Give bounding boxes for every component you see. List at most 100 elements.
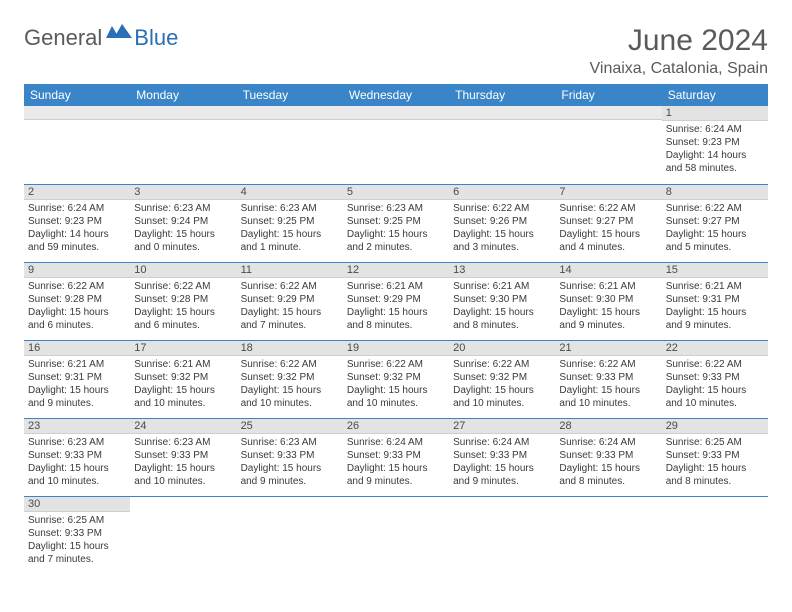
day-number: 24	[130, 419, 236, 434]
daylight-text: Daylight: 15 hours and 5 minutes.	[666, 228, 764, 254]
daylight-text: Daylight: 15 hours and 6 minutes.	[134, 306, 232, 332]
day-details: Sunrise: 6:24 AMSunset: 9:33 PMDaylight:…	[343, 434, 449, 490]
day-number: 22	[662, 341, 768, 356]
calendar-cell	[343, 496, 449, 574]
day-number: 16	[24, 341, 130, 356]
calendar-cell: 26Sunrise: 6:24 AMSunset: 9:33 PMDayligh…	[343, 418, 449, 496]
day-number: 29	[662, 419, 768, 434]
daylight-text: Daylight: 15 hours and 9 minutes.	[666, 306, 764, 332]
day-details: Sunrise: 6:24 AMSunset: 9:23 PMDaylight:…	[24, 200, 130, 256]
day-details: Sunrise: 6:22 AMSunset: 9:32 PMDaylight:…	[237, 356, 343, 412]
sunset-text: Sunset: 9:33 PM	[666, 371, 764, 384]
day-details: Sunrise: 6:22 AMSunset: 9:33 PMDaylight:…	[555, 356, 661, 412]
sunset-text: Sunset: 9:32 PM	[241, 371, 339, 384]
calendar-cell: 7Sunrise: 6:22 AMSunset: 9:27 PMDaylight…	[555, 184, 661, 262]
sunrise-text: Sunrise: 6:24 AM	[666, 123, 764, 136]
calendar-cell: 1Sunrise: 6:24 AMSunset: 9:23 PMDaylight…	[662, 106, 768, 184]
empty-day	[237, 106, 343, 120]
day-number: 15	[662, 263, 768, 278]
calendar-cell	[555, 106, 661, 184]
sunrise-text: Sunrise: 6:22 AM	[453, 202, 551, 215]
day-details: Sunrise: 6:21 AMSunset: 9:31 PMDaylight:…	[24, 356, 130, 412]
day-details: Sunrise: 6:22 AMSunset: 9:26 PMDaylight:…	[449, 200, 555, 256]
day-details: Sunrise: 6:21 AMSunset: 9:29 PMDaylight:…	[343, 278, 449, 334]
sunrise-text: Sunrise: 6:23 AM	[241, 202, 339, 215]
day-details: Sunrise: 6:22 AMSunset: 9:29 PMDaylight:…	[237, 278, 343, 334]
empty-day	[24, 106, 130, 120]
calendar-cell: 2Sunrise: 6:24 AMSunset: 9:23 PMDaylight…	[24, 184, 130, 262]
weekday-header: Monday	[130, 84, 236, 106]
sunset-text: Sunset: 9:23 PM	[666, 136, 764, 149]
day-number: 6	[449, 185, 555, 200]
daylight-text: Daylight: 15 hours and 8 minutes.	[347, 306, 445, 332]
daylight-text: Daylight: 15 hours and 9 minutes.	[241, 462, 339, 488]
sunrise-text: Sunrise: 6:21 AM	[28, 358, 126, 371]
sunrise-text: Sunrise: 6:23 AM	[28, 436, 126, 449]
empty-day	[449, 106, 555, 120]
sunset-text: Sunset: 9:32 PM	[347, 371, 445, 384]
logo: General Blue	[24, 24, 178, 51]
day-details: Sunrise: 6:22 AMSunset: 9:28 PMDaylight:…	[24, 278, 130, 334]
sunset-text: Sunset: 9:29 PM	[241, 293, 339, 306]
sunrise-text: Sunrise: 6:22 AM	[347, 358, 445, 371]
day-details: Sunrise: 6:21 AMSunset: 9:30 PMDaylight:…	[555, 278, 661, 334]
daylight-text: Daylight: 15 hours and 10 minutes.	[134, 462, 232, 488]
day-details: Sunrise: 6:22 AMSunset: 9:27 PMDaylight:…	[662, 200, 768, 256]
weekday-header: Saturday	[662, 84, 768, 106]
sunrise-text: Sunrise: 6:22 AM	[666, 202, 764, 215]
sunset-text: Sunset: 9:30 PM	[559, 293, 657, 306]
sunset-text: Sunset: 9:33 PM	[134, 449, 232, 462]
daylight-text: Daylight: 15 hours and 8 minutes.	[559, 462, 657, 488]
calendar-cell: 19Sunrise: 6:22 AMSunset: 9:32 PMDayligh…	[343, 340, 449, 418]
day-details: Sunrise: 6:22 AMSunset: 9:27 PMDaylight:…	[555, 200, 661, 256]
sunrise-text: Sunrise: 6:24 AM	[559, 436, 657, 449]
sunrise-text: Sunrise: 6:22 AM	[134, 280, 232, 293]
sunset-text: Sunset: 9:33 PM	[453, 449, 551, 462]
calendar-cell: 18Sunrise: 6:22 AMSunset: 9:32 PMDayligh…	[237, 340, 343, 418]
sunrise-text: Sunrise: 6:22 AM	[453, 358, 551, 371]
daylight-text: Daylight: 15 hours and 9 minutes.	[453, 462, 551, 488]
sunset-text: Sunset: 9:31 PM	[666, 293, 764, 306]
calendar-cell	[555, 496, 661, 574]
sunset-text: Sunset: 9:26 PM	[453, 215, 551, 228]
daylight-text: Daylight: 15 hours and 8 minutes.	[453, 306, 551, 332]
daylight-text: Daylight: 15 hours and 10 minutes.	[559, 384, 657, 410]
sunrise-text: Sunrise: 6:21 AM	[347, 280, 445, 293]
sunrise-text: Sunrise: 6:22 AM	[666, 358, 764, 371]
sunrise-text: Sunrise: 6:23 AM	[134, 202, 232, 215]
daylight-text: Daylight: 15 hours and 8 minutes.	[666, 462, 764, 488]
calendar-cell: 3Sunrise: 6:23 AMSunset: 9:24 PMDaylight…	[130, 184, 236, 262]
sunrise-text: Sunrise: 6:21 AM	[559, 280, 657, 293]
day-number: 12	[343, 263, 449, 278]
day-number: 27	[449, 419, 555, 434]
daylight-text: Daylight: 15 hours and 4 minutes.	[559, 228, 657, 254]
calendar-week-row: 16Sunrise: 6:21 AMSunset: 9:31 PMDayligh…	[24, 340, 768, 418]
calendar-cell: 13Sunrise: 6:21 AMSunset: 9:30 PMDayligh…	[449, 262, 555, 340]
day-number: 11	[237, 263, 343, 278]
daylight-text: Daylight: 15 hours and 3 minutes.	[453, 228, 551, 254]
calendar-week-row: 9Sunrise: 6:22 AMSunset: 9:28 PMDaylight…	[24, 262, 768, 340]
calendar-week-row: 2Sunrise: 6:24 AMSunset: 9:23 PMDaylight…	[24, 184, 768, 262]
calendar-cell: 29Sunrise: 6:25 AMSunset: 9:33 PMDayligh…	[662, 418, 768, 496]
day-number: 21	[555, 341, 661, 356]
day-number: 5	[343, 185, 449, 200]
sunset-text: Sunset: 9:24 PM	[134, 215, 232, 228]
day-details: Sunrise: 6:23 AMSunset: 9:33 PMDaylight:…	[130, 434, 236, 490]
day-number: 1	[662, 106, 768, 121]
daylight-text: Daylight: 15 hours and 9 minutes.	[28, 384, 126, 410]
day-details: Sunrise: 6:24 AMSunset: 9:33 PMDaylight:…	[449, 434, 555, 490]
calendar-cell: 16Sunrise: 6:21 AMSunset: 9:31 PMDayligh…	[24, 340, 130, 418]
daylight-text: Daylight: 15 hours and 9 minutes.	[559, 306, 657, 332]
calendar-cell	[662, 496, 768, 574]
sunrise-text: Sunrise: 6:25 AM	[28, 514, 126, 527]
sunset-text: Sunset: 9:28 PM	[28, 293, 126, 306]
day-details: Sunrise: 6:21 AMSunset: 9:32 PMDaylight:…	[130, 356, 236, 412]
calendar-cell: 6Sunrise: 6:22 AMSunset: 9:26 PMDaylight…	[449, 184, 555, 262]
sunset-text: Sunset: 9:27 PM	[666, 215, 764, 228]
day-number: 28	[555, 419, 661, 434]
day-number: 20	[449, 341, 555, 356]
empty-day	[555, 106, 661, 120]
calendar-week-row: 30Sunrise: 6:25 AMSunset: 9:33 PMDayligh…	[24, 496, 768, 574]
calendar-cell: 27Sunrise: 6:24 AMSunset: 9:33 PMDayligh…	[449, 418, 555, 496]
weekday-header: Sunday	[24, 84, 130, 106]
